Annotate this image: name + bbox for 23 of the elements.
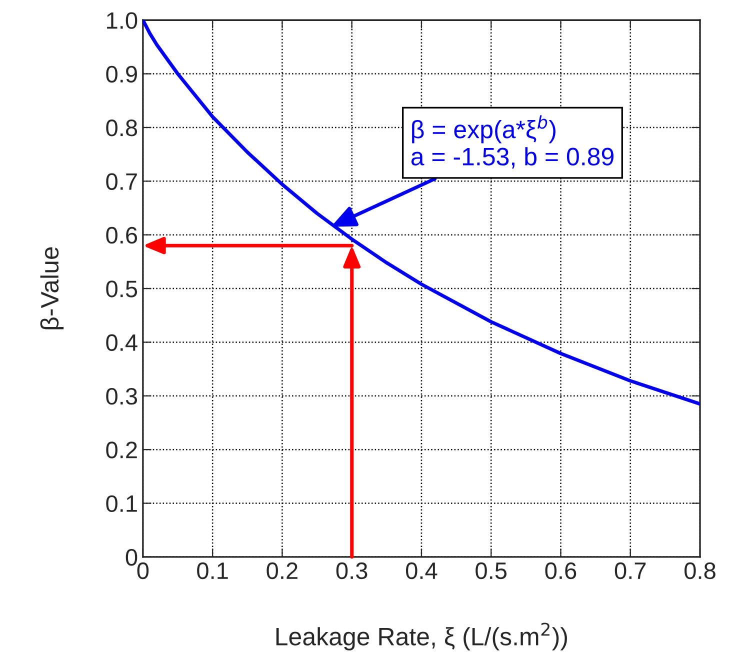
y-tick-label: 0.4 (106, 334, 138, 351)
y-tick-label: 0 (126, 549, 138, 566)
x-tick-label: 0.4 (406, 562, 438, 580)
y-tick-label: 1.0 (107, 12, 138, 29)
x-tick-label: 0.5 (476, 562, 507, 580)
y-tick-label: 0.6 (106, 226, 138, 244)
y-tick-label: 0.1 (106, 495, 137, 512)
x-tick-label: 0 (137, 562, 149, 580)
x-tick-label: 0.3 (336, 562, 368, 580)
x-axis-title: Leakage Rate, ξ (L/(s.m$^{2}$)) (276, 622, 567, 650)
y-tick-label: 0.3 (106, 388, 138, 405)
y-axis-title: β-Value (40, 247, 64, 330)
x-tick-label: 0.1 (197, 562, 228, 580)
x-tick-label: 0.8 (684, 562, 716, 580)
y-tick-label: 0.8 (106, 120, 138, 136)
y-tick-label: 0.2 (106, 442, 137, 458)
y-tick-label: 0.9 (106, 66, 137, 83)
y-tick-label: 0.5 (106, 280, 138, 298)
y-tick-label: 0.7 (106, 173, 137, 190)
x-tick-label: 0.2 (266, 562, 298, 580)
x-tick-label: 0.6 (545, 562, 576, 580)
annotation: β = exp(a*ξ$^{b}$) a = -1.53, b = 0.89 (411, 115, 614, 168)
x-tick-label: 0.7 (614, 562, 646, 580)
